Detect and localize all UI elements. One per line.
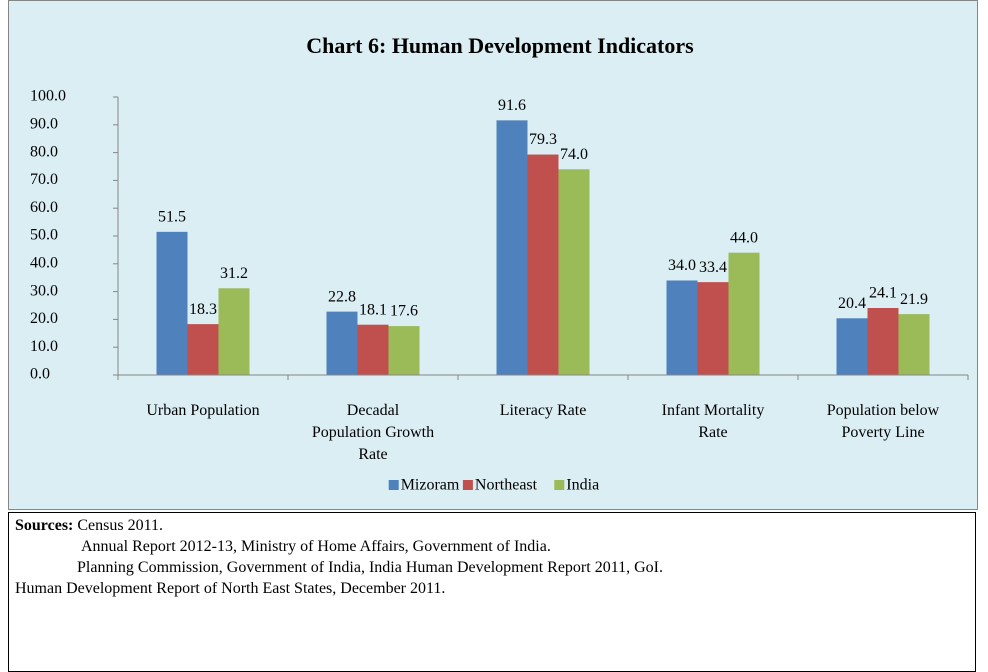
data-label: 24.1: [869, 285, 897, 302]
legend-swatch: [388, 480, 399, 490]
data-label: 21.9: [900, 291, 928, 308]
data-label: 51.5: [158, 209, 186, 226]
bar: [836, 318, 868, 375]
bar: [898, 314, 930, 375]
bar: [388, 326, 420, 375]
data-label: 31.2: [220, 265, 248, 282]
x-tick-label: Decadal Population Growth Rate: [311, 402, 435, 463]
bar: [326, 311, 358, 375]
chart-title: Chart 6: Human Development Indicators: [306, 33, 694, 58]
bar: [496, 120, 528, 376]
legend-label: India: [566, 477, 599, 494]
data-label: 20.4: [838, 295, 866, 312]
sources-label: Sources:: [15, 517, 74, 534]
data-label: 33.4: [699, 259, 727, 276]
source-line: Planning Commission, Government of India…: [77, 559, 663, 576]
data-label: 91.6: [498, 97, 526, 114]
sources: Sources: Census 2011. Annual Report 2012…: [8, 512, 976, 672]
legend-swatch: [462, 480, 473, 490]
bar: [666, 280, 698, 375]
y-tick-label: 0.0: [30, 366, 50, 383]
y-tick-label: 10.0: [30, 338, 58, 355]
y-tick-label: 100.0: [30, 88, 66, 105]
y-tick-label: 50.0: [30, 227, 58, 244]
y-tick-label: 60.0: [30, 199, 58, 216]
bar: [728, 252, 760, 375]
legend-label: Northeast: [475, 477, 538, 494]
source-line: Human Development Report of North East S…: [15, 580, 446, 597]
bar: [697, 282, 729, 375]
x-tick-label: Population below Poverty Line: [826, 402, 940, 441]
data-label: 18.3: [189, 301, 217, 318]
bar: [187, 324, 219, 375]
y-tick-label: 80.0: [30, 143, 58, 160]
chart: Chart 6: Human Development Indicators 0.…: [30, 33, 969, 494]
data-label: 74.0: [560, 146, 588, 163]
y-tick-label: 40.0: [30, 254, 58, 271]
x-tick-label: Urban Population: [146, 402, 260, 419]
bar: [218, 288, 250, 375]
bar: [156, 231, 188, 375]
source-line: Census 2011.: [77, 517, 164, 534]
legend-swatch: [554, 480, 565, 490]
source-line: Annual Report 2012-13, Ministry of Home …: [81, 538, 551, 555]
data-label: 34.0: [668, 257, 696, 274]
y-tick-label: 30.0: [30, 282, 58, 299]
data-label: 22.8: [328, 288, 356, 305]
bar: [558, 169, 590, 375]
bar: [867, 308, 899, 375]
bar: [357, 324, 389, 375]
data-label: 17.6: [390, 303, 418, 320]
data-label: 44.0: [730, 229, 758, 246]
y-tick-label: 90.0: [30, 115, 58, 132]
legend-label: Mizoram: [401, 477, 460, 494]
data-label: 18.1: [359, 301, 387, 318]
sources-first-line: Sources: Census 2011.: [15, 515, 975, 536]
bar: [527, 154, 559, 375]
data-label: 79.3: [529, 131, 557, 148]
y-tick-label: 20.0: [30, 310, 58, 327]
x-tick-label: Infant Mortality Rate: [661, 402, 765, 441]
y-tick-label: 70.0: [30, 171, 58, 188]
x-tick-label: Literacy Rate: [499, 402, 587, 419]
